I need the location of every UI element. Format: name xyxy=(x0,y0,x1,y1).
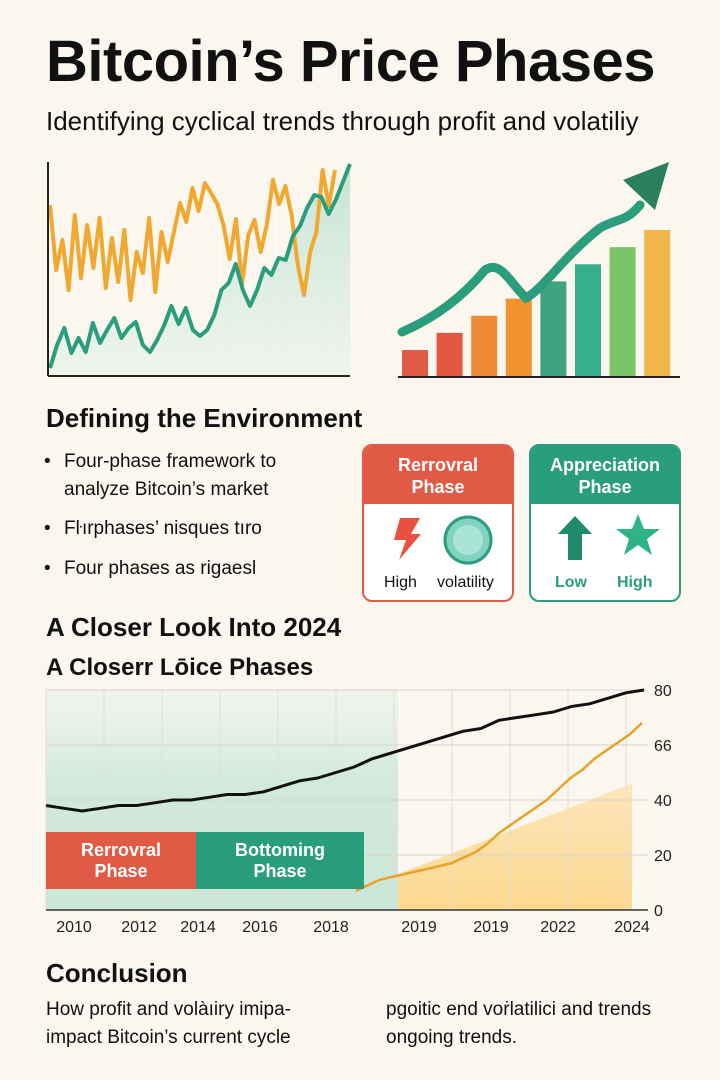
trend-area xyxy=(50,164,350,376)
appreciation-phase-card: Appreciation Phase Low High xyxy=(529,444,681,602)
price-series-line xyxy=(45,688,645,813)
lightning-icon xyxy=(394,518,421,560)
y-tick-label: 80 xyxy=(654,683,672,700)
volatility-label: High xyxy=(384,574,417,591)
star-icon xyxy=(616,514,660,555)
bar xyxy=(471,315,498,377)
bottoming-phase-label: Bottoming Phase xyxy=(196,832,364,889)
page-subtitle: Identifying cyclical trends through prof… xyxy=(46,106,639,136)
bullet-item: Four phases as rigaesl xyxy=(44,555,344,583)
conclusion-left-text: How profit and volàıiry imipa- impact Bi… xyxy=(46,999,291,1048)
bullet-item: Fŀırphases’ nisques tıro xyxy=(44,515,344,543)
volatility-label: volatility xyxy=(437,574,494,591)
bar xyxy=(436,332,463,377)
growth-bar-chart xyxy=(397,162,680,378)
card-header: Rerrovral Phase xyxy=(364,446,512,504)
x-tick-label: 2014 xyxy=(180,919,216,936)
bar xyxy=(644,230,671,377)
phases-line-chart: 80 66 40 20 0 2010 2012 2014 2016 2018 2019 2019 20… xyxy=(45,683,672,936)
cycle-series-line xyxy=(355,722,643,892)
profit-label: High xyxy=(617,574,653,591)
x-tick-label: 2010 xyxy=(56,919,92,936)
y-tick-label: 20 xyxy=(654,848,672,865)
growth-arrow-head-icon xyxy=(623,162,669,210)
card-title-sub: Phase xyxy=(578,477,632,497)
volatility-line-chart xyxy=(47,162,352,377)
growth-arrow-line xyxy=(397,200,645,337)
bullet-item: Four-phase framework to analyze Bitcoin’… xyxy=(44,448,344,503)
environment-bullets: Four-phase framework to analyze Bitcoin’… xyxy=(44,448,344,594)
y-tick-label: 40 xyxy=(654,793,672,810)
x-tick-label: 2024 xyxy=(614,919,650,936)
environment-heading: Defining the Environment xyxy=(46,403,363,433)
bar xyxy=(540,281,567,377)
page-title: Bitcoin’s Price Phases xyxy=(46,29,656,94)
y-tick-label: 0 xyxy=(654,903,663,920)
bar xyxy=(402,350,428,377)
y-tick-label: 66 xyxy=(654,738,672,755)
closer-look-heading: A Closer Look Into 2024 xyxy=(46,612,342,642)
conclusion-heading: Conclusion xyxy=(46,958,188,988)
circle-icon xyxy=(443,515,493,565)
x-tick-label: 2018 xyxy=(313,919,349,936)
card-title-sub: Phase xyxy=(411,477,465,497)
arrow-up-icon xyxy=(558,516,592,560)
card-title: Appreciation xyxy=(549,455,660,475)
x-tick-label: 2019 xyxy=(401,919,437,936)
x-tick-label: 2019 xyxy=(473,919,509,936)
volatility-label: Low xyxy=(555,574,587,591)
bar xyxy=(609,247,636,377)
removal-phase-label: Rerrovral Phase xyxy=(46,832,196,889)
card-header: Appreciation Phase xyxy=(531,446,679,504)
trend-series-line xyxy=(48,163,352,369)
volatile-series-line xyxy=(48,168,337,302)
card-title: Rerrovral xyxy=(397,455,479,475)
removal-phase-card: Rerrovral Phase High volatility xyxy=(362,444,514,602)
amber-phase-region xyxy=(398,783,632,910)
x-tick-label: 2012 xyxy=(121,919,157,936)
closer-look-subheading: A Closerr Lōice Phases xyxy=(46,654,314,681)
x-tick-label: 2016 xyxy=(242,919,278,936)
bar xyxy=(575,264,601,377)
x-tick-label: 2022 xyxy=(540,919,576,936)
bar xyxy=(505,298,532,377)
conclusion-right-text: pgoitic end voṙlatilici and trends ongoi… xyxy=(386,999,652,1048)
